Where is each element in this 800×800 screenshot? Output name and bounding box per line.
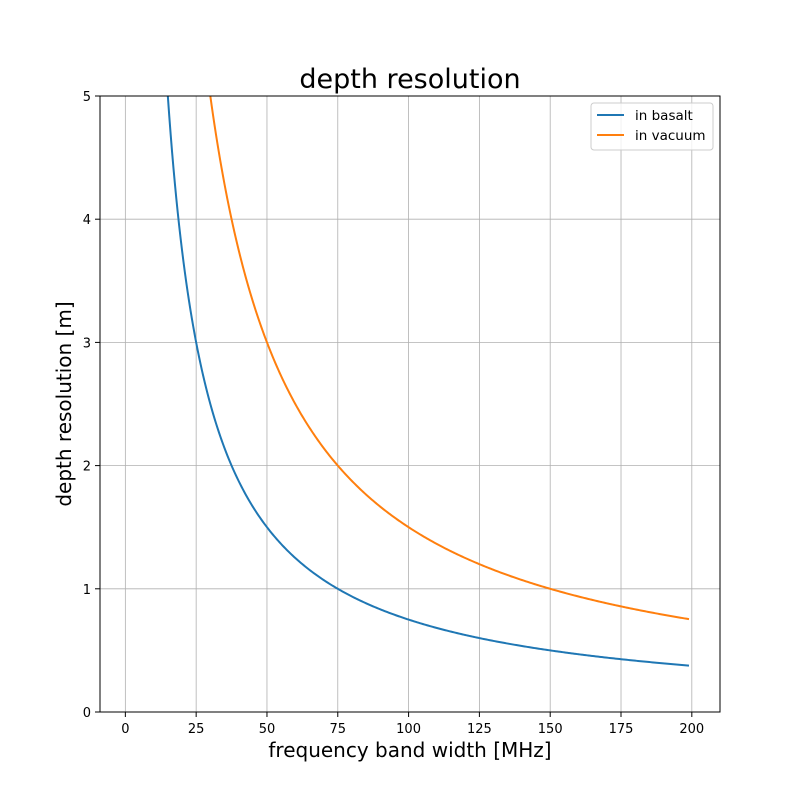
series-line-in-basalt	[166, 96, 690, 667]
series-line-in-vacuum	[209, 96, 690, 621]
x-tick-label: 125	[467, 722, 492, 737]
legend-label: in vacuum	[635, 128, 706, 144]
legend: in basalt in vacuum	[590, 102, 714, 151]
x-tick-label: 50	[259, 722, 276, 737]
grid	[100, 96, 720, 712]
x-tick-label: 100	[396, 722, 421, 737]
legend-label: in basalt	[635, 108, 693, 124]
plot-area	[100, 96, 720, 712]
x-axis-label: frequency band width [MHz]	[268, 738, 551, 762]
series-lines	[166, 96, 690, 667]
axis-ticks: 0 25 50 75 100 125 150 175 200 0 1 2 3 4 5	[83, 90, 705, 737]
y-tick-label: 0	[83, 706, 91, 721]
x-tick-label: 175	[609, 722, 634, 737]
x-tick-label: 25	[188, 722, 205, 737]
x-tick-label: 200	[679, 722, 704, 737]
y-tick-label: 2	[83, 460, 91, 475]
y-tick-label: 5	[83, 90, 91, 105]
x-tick-label: 0	[121, 722, 129, 737]
x-tick-label: 75	[330, 722, 347, 737]
y-tick-label: 1	[83, 583, 91, 598]
y-tick-label: 3	[83, 336, 91, 351]
x-tick-label: 150	[538, 722, 563, 737]
y-axis-label: depth resolution [m]	[52, 301, 76, 506]
y-tick-label: 4	[83, 213, 91, 228]
chart-title: depth resolution	[299, 64, 520, 95]
plot-frame	[99, 95, 721, 713]
